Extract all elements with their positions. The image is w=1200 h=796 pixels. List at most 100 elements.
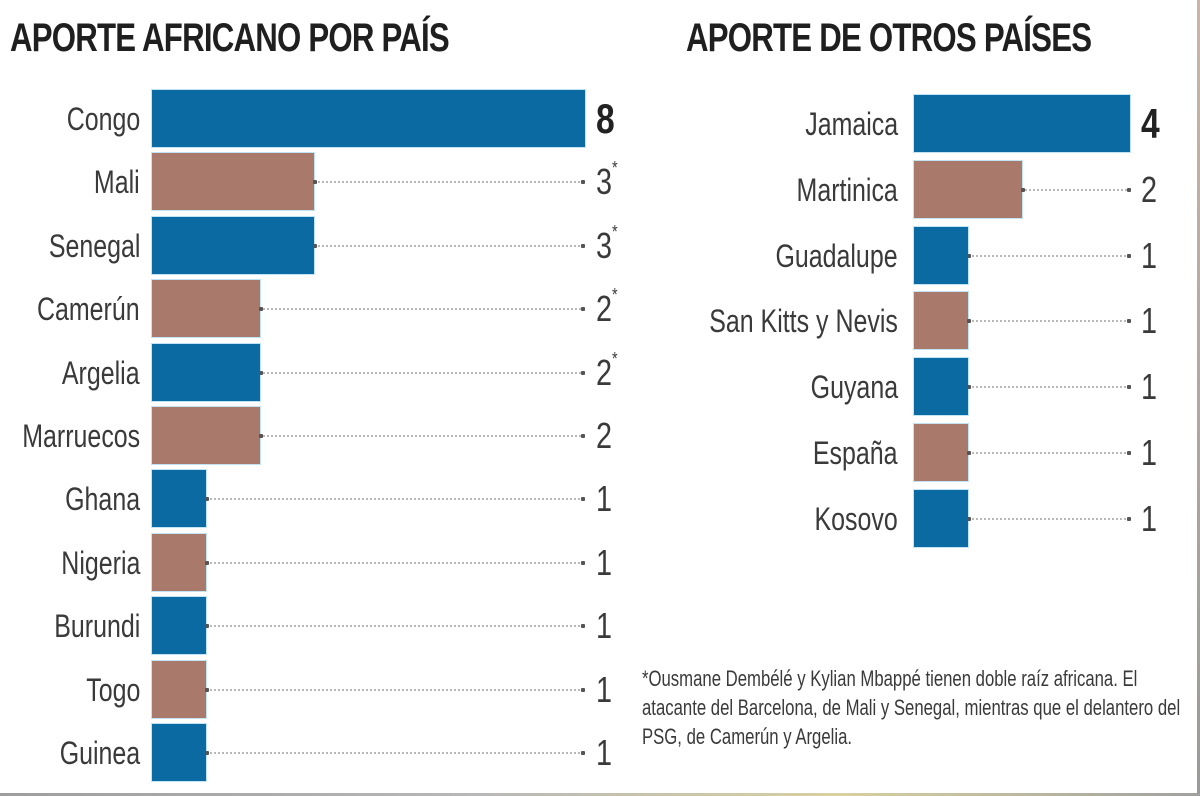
bar-brown [914, 292, 968, 349]
left-chart-title: APORTE AFRICANO POR PAÍS [10, 16, 450, 60]
dotted-leader-line [967, 385, 1131, 389]
value-number: 1 [596, 478, 613, 519]
country-label: Togo [85, 672, 140, 708]
country-label: Camerún [37, 291, 140, 327]
chart-row: Mali 3* [0, 153, 1200, 211]
value-number: 2 [596, 352, 613, 393]
value-number: 2 [1141, 169, 1158, 210]
country-label: San Kitts y Nevis [709, 303, 898, 339]
chart-row: Ghana 1 [0, 470, 1200, 528]
value-label: 1 [1141, 424, 1157, 482]
bar-brown [914, 424, 968, 481]
asterisk-mark: * [612, 222, 618, 242]
bar-brown [152, 407, 260, 464]
dotted-leader-line [205, 561, 585, 565]
value-label: 2* [596, 280, 618, 338]
country-label: Mali [94, 164, 140, 200]
country-label: Jamaica [805, 106, 898, 142]
value-label: 1 [596, 724, 612, 782]
chart-row: Nigeria 1 [0, 534, 1200, 592]
chart-row: Guyana 1 [0, 358, 1200, 416]
value-number: 8 [596, 95, 615, 142]
chart-row: Camerún 2* [0, 280, 1200, 338]
value-label: 4 [1141, 95, 1160, 153]
dotted-leader-line [205, 751, 585, 755]
bar-blue [152, 470, 206, 527]
country-label: Congo [66, 101, 140, 137]
chart-row: España 1 [0, 424, 1200, 482]
value-label: 1 [596, 597, 612, 655]
bar-blue [152, 597, 206, 654]
value-label: 2 [1141, 161, 1157, 219]
bar-brown [152, 280, 260, 337]
bar-brown [152, 661, 206, 718]
value-label: 1 [596, 534, 612, 592]
country-label: Guinea [59, 735, 140, 771]
value-number: 1 [596, 605, 613, 646]
bar-brown [914, 161, 1022, 218]
dotted-leader-line [967, 451, 1131, 455]
chart-row: Marruecos 2 [0, 407, 1200, 465]
value-number: 2 [596, 288, 613, 329]
asterisk-mark: * [612, 158, 618, 178]
photo-edge-bottom [0, 793, 1200, 796]
chart-row: Jamaica 4 [0, 95, 1200, 153]
dotted-leader-line [205, 688, 585, 692]
bar-blue [914, 95, 1130, 152]
country-label: España [813, 435, 898, 471]
dotted-leader-line [967, 254, 1131, 258]
dotted-leader-line [967, 517, 1131, 521]
chart-row: San Kitts y Nevis 1 [0, 292, 1200, 350]
value-number: 1 [1141, 235, 1158, 276]
value-label: 1 [1141, 358, 1157, 416]
value-number: 1 [596, 669, 613, 710]
bar-blue [914, 490, 968, 547]
value-number: 1 [1141, 366, 1158, 407]
value-number: 1 [596, 542, 613, 583]
bar-brown [152, 153, 314, 210]
dotted-leader-line [967, 319, 1131, 323]
dotted-leader-line [205, 497, 585, 501]
country-label: Burundi [53, 608, 140, 644]
bar-blue [914, 227, 968, 284]
country-label: Kosovo [814, 501, 898, 537]
country-label: Martinica [796, 172, 898, 208]
bar-blue [914, 358, 968, 415]
value-number: 1 [1141, 432, 1158, 473]
dotted-leader-line [259, 434, 585, 438]
value-label: 1 [1141, 292, 1157, 350]
value-label: 3* [596, 217, 618, 275]
value-number: 3 [596, 225, 613, 266]
value-number: 4 [1141, 100, 1160, 147]
dotted-leader-line [313, 180, 585, 184]
country-label: Guadalupe [775, 238, 898, 274]
bar-brown [152, 534, 206, 591]
value-number: 1 [1141, 300, 1158, 341]
photo-edge-right [1197, 0, 1200, 796]
value-label: 1 [596, 470, 612, 528]
bar-blue [152, 217, 314, 274]
country-label: Argelia [62, 355, 140, 391]
asterisk-mark: * [612, 349, 618, 369]
country-label: Nigeria [60, 545, 140, 581]
dotted-leader-line [1021, 188, 1131, 192]
country-label: Ghana [65, 481, 140, 517]
country-label: Marruecos [22, 418, 140, 454]
value-label: 1 [596, 661, 612, 719]
dotted-leader-line [313, 244, 585, 248]
footnote: *Ousmane Dembélé y Kylian Mbappé tienen … [642, 666, 1181, 749]
value-label: 2 [596, 407, 612, 465]
chart-row: Guadalupe 1 [0, 227, 1200, 285]
chart-row: Martinica 2 [0, 161, 1200, 219]
chart-row: Kosovo 1 [0, 490, 1200, 548]
dotted-leader-line [259, 371, 585, 375]
value-number: 1 [596, 732, 613, 773]
bar-blue [152, 724, 206, 781]
value-label: 3* [596, 153, 618, 211]
country-label: Guyana [810, 369, 898, 405]
chart-row: Senegal 3* [0, 217, 1200, 275]
value-label: 1 [1141, 490, 1157, 548]
bar-blue [152, 90, 585, 147]
dotted-leader-line [259, 307, 585, 311]
right-chart-title: APORTE DE OTROS PAÍSES [686, 16, 1092, 60]
